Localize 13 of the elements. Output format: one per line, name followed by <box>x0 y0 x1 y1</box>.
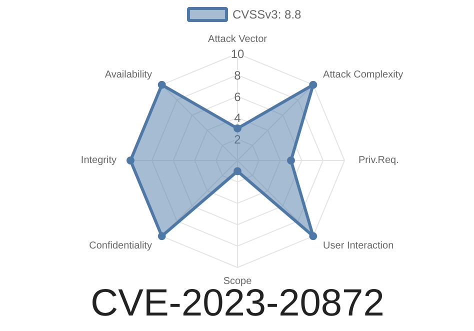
spoke-label: Confidentiality <box>89 240 152 252</box>
y-tick-label: 4 <box>234 111 242 126</box>
spoke-label: Attack Complexity <box>323 69 404 80</box>
legend-label: CVSSv3: 8.8 <box>232 8 302 22</box>
y-tick-label: 6 <box>234 90 242 104</box>
y-tick-label: 8 <box>234 68 242 82</box>
spoke-label: Availability <box>104 69 152 80</box>
spoke-label: Priv.Req. <box>358 155 399 166</box>
spoke-label: User Interaction <box>323 240 394 252</box>
spoke-label: Integrity <box>80 155 117 166</box>
spoke-label: Attack Vector <box>208 34 268 45</box>
y-tick-label: 10 <box>230 47 244 61</box>
y-tick-label: 2 <box>234 132 242 147</box>
